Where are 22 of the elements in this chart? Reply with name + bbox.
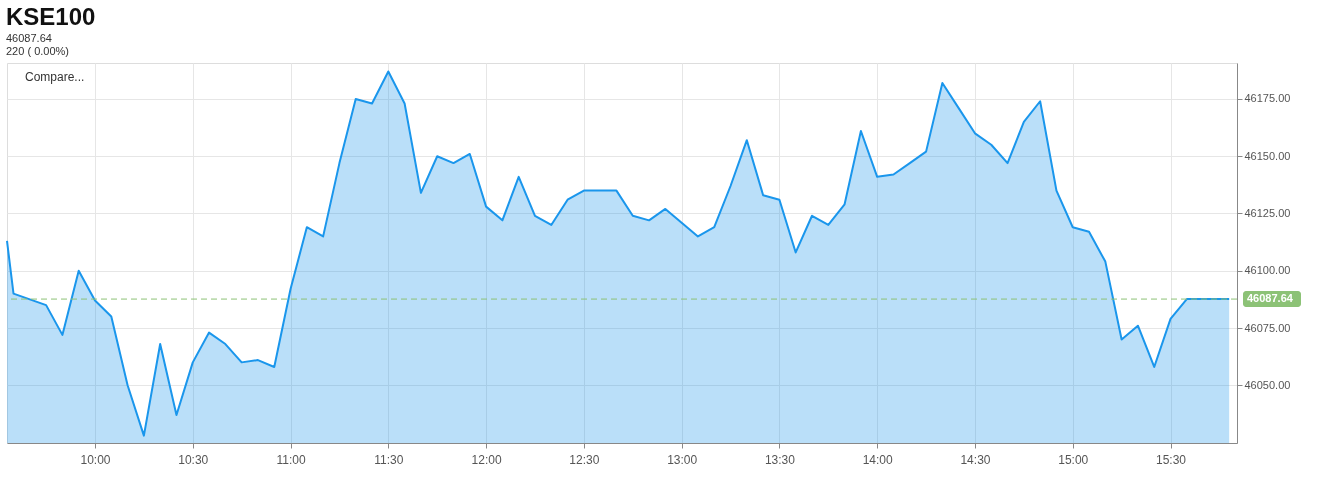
- x-tick-label: 10:00: [80, 452, 111, 467]
- x-tick-label: 14:00: [862, 452, 894, 467]
- ref-line-label: 46087.64: [1247, 292, 1294, 305]
- x-tick-label: 15:30: [1156, 452, 1187, 467]
- y-tick-label: 46150.00: [1244, 149, 1291, 162]
- y-tick-label: 46075.00: [1244, 321, 1291, 334]
- x-tick-label: 11:00: [276, 452, 306, 467]
- y-tick-label: 46050.00: [1244, 378, 1291, 391]
- x-tick-label: 15:00: [1058, 452, 1089, 467]
- x-tick-label: 14:30: [960, 452, 991, 467]
- x-tick-label: 10:30: [178, 452, 209, 467]
- x-tick-label: 12:30: [569, 452, 600, 467]
- y-tick-label: 46100.00: [1244, 264, 1291, 277]
- chart-title: KSE100: [6, 3, 96, 30]
- y-tick-label: 46175.00: [1244, 92, 1291, 105]
- x-tick-label: 13:30: [764, 452, 796, 467]
- x-tick-label: 12:00: [471, 452, 502, 467]
- x-tick-label: 13:00: [667, 452, 698, 467]
- x-tick-label: 11:30: [374, 452, 404, 467]
- annotation: Compare...: [25, 70, 85, 84]
- y-tick-label: 46125.00: [1244, 206, 1291, 219]
- chart-subtitle: 46087.64 220 ( 0.00%): [6, 32, 69, 57]
